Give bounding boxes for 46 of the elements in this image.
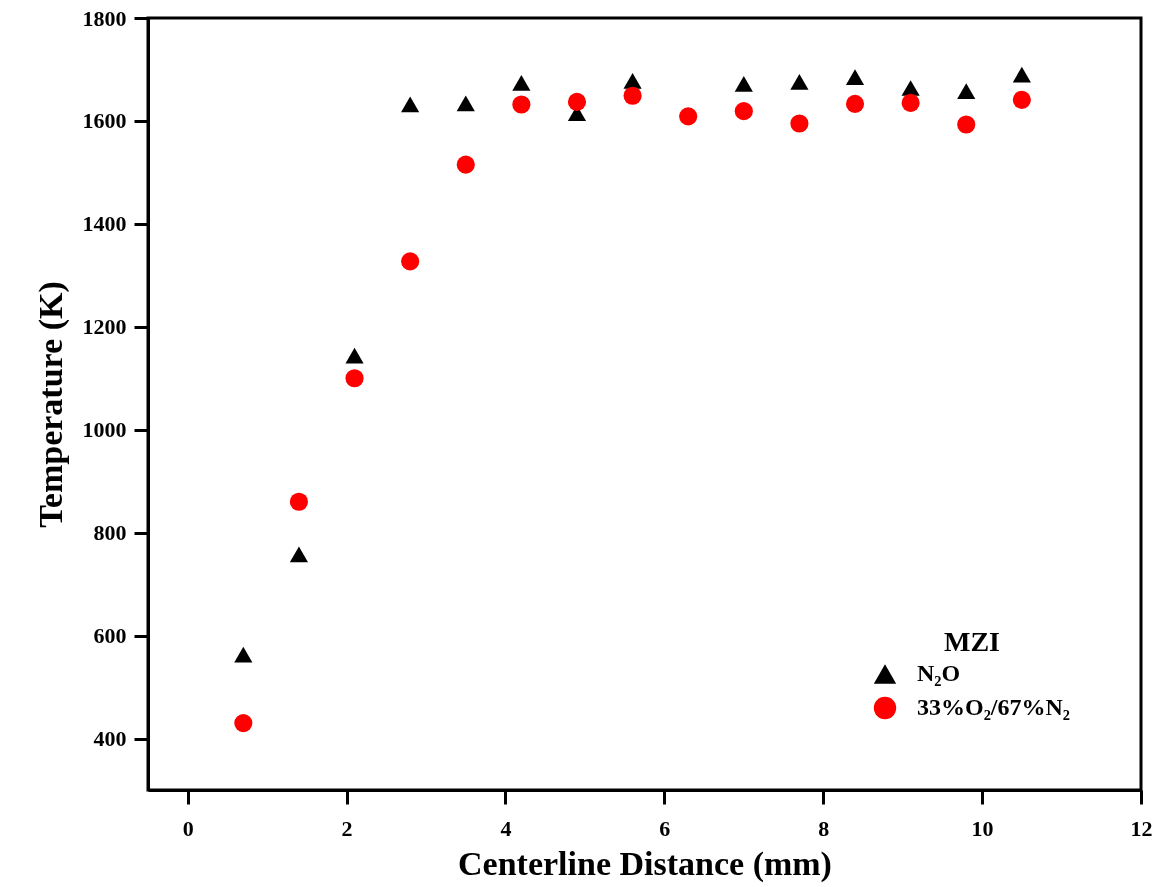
legend-title: MZI: [944, 626, 1000, 657]
x-tick-label: 8: [818, 815, 830, 841]
point: [734, 102, 753, 121]
point: [845, 94, 865, 114]
x-tick-label: 10: [971, 815, 994, 841]
legend-label: 33%O₂/67%N₂: [917, 694, 1071, 720]
point: [901, 93, 920, 112]
point: [845, 69, 865, 86]
x-axis-title: Centerline Distance (mm): [458, 844, 832, 883]
y-tick-label: 1400: [82, 211, 127, 237]
point: [679, 107, 698, 126]
y-tick-label: 1000: [82, 417, 127, 443]
point: [289, 546, 309, 563]
point: [957, 115, 976, 134]
point: [623, 86, 642, 105]
x-tick-label: 2: [341, 815, 353, 841]
point: [734, 76, 753, 92]
y-tick-label: 1200: [82, 314, 127, 340]
y-tick-label: 1600: [82, 108, 127, 134]
point: [289, 492, 309, 511]
point: [790, 73, 809, 90]
point: [234, 714, 253, 733]
point: [456, 155, 475, 174]
point: [401, 96, 420, 113]
point: [401, 252, 420, 271]
point: [957, 83, 976, 99]
point: [512, 74, 531, 91]
y-axis-title: Temperature (K): [31, 281, 70, 528]
point: [234, 646, 253, 663]
point: [512, 95, 531, 114]
y-tick-label: 800: [93, 520, 127, 546]
point: [456, 95, 475, 112]
x-tick-label: 0: [182, 815, 194, 841]
point: [567, 92, 587, 111]
legend-label: N₂O: [917, 660, 961, 686]
point: [790, 114, 809, 133]
point: [1012, 66, 1031, 83]
y-tick-label: 1800: [82, 5, 127, 31]
x-tick-label: 4: [500, 815, 512, 841]
x-tick-label: 12: [1130, 815, 1153, 841]
point: [345, 347, 364, 364]
y-tick-label: 400: [93, 726, 127, 752]
point: [1012, 90, 1031, 109]
point: [345, 369, 364, 388]
y-tick-label: 600: [93, 623, 127, 649]
x-tick-label: 6: [659, 815, 671, 841]
